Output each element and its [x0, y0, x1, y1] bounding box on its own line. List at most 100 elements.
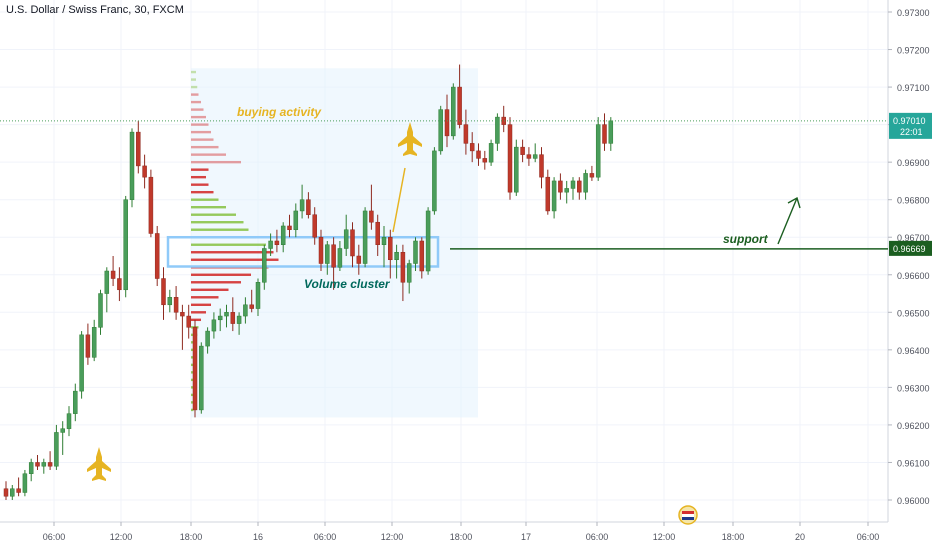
candle-body: [413, 240, 418, 264]
candle: [400, 244, 406, 302]
candle: [570, 177, 576, 200]
candle: [325, 240, 330, 275]
candles: [3, 64, 614, 500]
candle-body: [312, 214, 317, 238]
candle-body: [299, 199, 305, 212]
candle-body: [66, 413, 72, 429]
candle-body: [3, 488, 9, 497]
candle: [161, 267, 166, 320]
candle: [41, 458, 47, 474]
volume-profile-bar: [191, 213, 236, 216]
volume-profile-bar: [191, 183, 209, 186]
candle-body: [425, 210, 431, 272]
volume-profile-bar: [191, 138, 214, 141]
candle-body: [539, 154, 544, 178]
candle-body: [243, 304, 248, 317]
candle-body: [217, 315, 223, 321]
last-price-label: 0.97010: [893, 116, 926, 126]
candle: [482, 150, 488, 170]
candle-body: [406, 263, 412, 283]
candle: [362, 207, 368, 268]
candle-body: [249, 304, 254, 309]
candle: [211, 312, 217, 339]
candle: [136, 120, 141, 174]
candle-body: [167, 297, 173, 306]
x-axis: 06:00 12:00 18:00 16 06:00 12:00 18:00 17 06:00 1…: [0, 521, 888, 542]
x-tick-label: 18:00: [450, 532, 473, 542]
candle-body: [287, 225, 292, 230]
candle: [425, 207, 431, 275]
x-tick-label: 12:00: [381, 532, 404, 542]
volume-profile-bar: [191, 108, 204, 111]
candle-body: [104, 270, 110, 294]
candle: [98, 289, 103, 335]
candle-body: [54, 432, 59, 467]
candle-body: [10, 488, 15, 497]
candle-body: [142, 165, 147, 178]
volume-profile-bar: [191, 100, 201, 104]
volume-profile-bar: [191, 130, 211, 134]
candle-body: [186, 315, 191, 328]
candle-body: [514, 146, 519, 193]
candle-body: [381, 236, 387, 245]
volume-profile-bar: [191, 153, 226, 156]
candle: [438, 105, 443, 155]
x-tick-label: 06:00: [314, 532, 337, 542]
candle: [280, 222, 286, 253]
candle-body: [589, 173, 595, 178]
volume-profile-bar: [191, 251, 274, 254]
candle: [230, 297, 236, 332]
volume-profile-bar: [191, 228, 249, 231]
candle: [476, 143, 481, 166]
candle-body: [199, 345, 204, 411]
candle-body: [79, 334, 84, 392]
candle-body: [375, 221, 380, 245]
candle-body: [136, 131, 141, 167]
candle-body: [60, 428, 65, 433]
y-tick-label: 0.96300: [897, 383, 930, 393]
candle: [287, 214, 292, 238]
candle-body: [117, 278, 122, 291]
volume-profile-bar: [191, 273, 251, 276]
candle-body: [262, 248, 267, 283]
candle-body: [154, 233, 160, 279]
candle: [545, 169, 551, 215]
candle: [123, 195, 128, 298]
volume-profile-bar: [191, 258, 279, 261]
volume-profile-bar: [191, 296, 219, 299]
candle-body: [306, 199, 311, 215]
candle: [589, 165, 595, 181]
candle: [129, 128, 135, 208]
candle: [577, 177, 582, 200]
candle-body: [394, 251, 399, 261]
volume-profile-bar: [191, 288, 229, 291]
candle-body: [123, 199, 128, 291]
candle-body: [180, 312, 185, 317]
candle: [35, 454, 40, 470]
candle-body: [551, 180, 557, 212]
y-tick-label: 0.96600: [897, 271, 930, 281]
candle: [608, 117, 614, 151]
x-tick-label: 12:00: [653, 532, 676, 542]
candle: [47, 451, 53, 470]
candle: [79, 331, 84, 399]
candle: [10, 484, 15, 500]
volume-profile-bar: [191, 145, 219, 149]
candle: [564, 180, 569, 204]
candle: [268, 233, 273, 256]
volume-profile-bar: [191, 206, 226, 209]
candle: [369, 184, 374, 230]
candle: [205, 327, 210, 354]
candle: [539, 147, 544, 189]
candle: [167, 289, 173, 313]
candle-body: [161, 278, 166, 306]
candle: [224, 304, 229, 328]
candle: [73, 383, 78, 422]
volume-profile-bar: [191, 115, 206, 119]
volume-profile-bar: [191, 123, 209, 126]
candle-body: [608, 120, 614, 144]
candle-body: [507, 124, 513, 193]
support-price-label: 0.96669: [893, 244, 926, 254]
